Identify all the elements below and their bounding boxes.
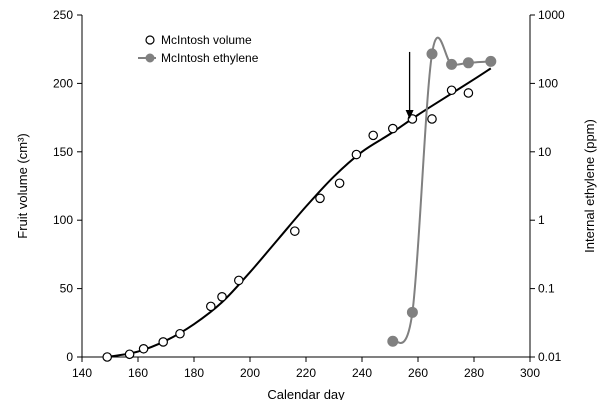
x-tick-label: 140 <box>72 366 92 380</box>
volume-point <box>217 292 227 302</box>
ethylene-point <box>485 55 497 67</box>
volume-point <box>102 352 112 362</box>
volume-trend-line <box>107 67 492 358</box>
volume-point <box>446 85 457 96</box>
volume-point <box>368 130 378 141</box>
ethylene-point <box>462 57 474 69</box>
trend-line <box>107 67 492 358</box>
legend-item-volume: McIntosh volume <box>145 33 252 47</box>
ethylene-point <box>446 58 458 70</box>
volume-point <box>315 193 325 204</box>
legend-label-ethylene: McIntosh ethylene <box>161 51 259 65</box>
y-left-tick-label: 100 <box>53 213 73 227</box>
ethylene-line <box>391 36 491 344</box>
legend: McIntosh volume McIntosh ethylene <box>138 33 259 65</box>
tick-labels: 140 160 180 200 220 240 260 280 300 0 50 100 150 200 2… <box>53 8 565 380</box>
x-tick-label: 200 <box>240 366 260 380</box>
x-tick-label: 180 <box>184 366 204 380</box>
y-left-tick-label: 150 <box>53 145 73 159</box>
y-right-tick-label: 1000 <box>538 8 565 22</box>
volume-point <box>427 114 437 124</box>
x-tick-label: 240 <box>352 366 372 380</box>
legend-marker-volume <box>145 35 155 45</box>
axes <box>81 15 531 358</box>
ethylene-point <box>406 306 418 318</box>
y-right-tick-label: 100 <box>538 76 558 90</box>
annotation-layer <box>405 51 414 119</box>
x-axis-title: Calendar day <box>267 387 345 400</box>
tick-marks <box>77 14 535 362</box>
y-left-tick-label: 200 <box>53 76 73 90</box>
volume-point <box>138 343 149 354</box>
ethylene-point <box>387 335 399 347</box>
volume-point <box>206 301 216 312</box>
x-tick-label: 260 <box>408 366 428 380</box>
y-right-tick-label: 1 <box>538 213 545 227</box>
volume-point <box>289 226 300 236</box>
x-tick-label: 160 <box>128 366 148 380</box>
x-tick-label: 280 <box>464 366 484 380</box>
y-left-tick-label: 0 <box>66 350 73 364</box>
y-left-tick-label: 50 <box>60 282 74 296</box>
volume-point <box>334 178 345 189</box>
volume-point <box>158 337 168 347</box>
volume-point <box>387 123 398 134</box>
y-axis-left-title: Fruit volume (cm³) <box>15 133 30 238</box>
ethylene-point <box>426 48 438 60</box>
volume-point <box>351 149 362 160</box>
legend-label-volume: McIntosh volume <box>161 33 252 47</box>
series-layer <box>102 36 497 362</box>
x-tick-label: 300 <box>520 366 540 380</box>
y-right-tick-label: 10 <box>538 145 552 159</box>
y-right-tick-label: 0.01 <box>538 350 562 364</box>
volume-point <box>175 328 185 339</box>
arrow-head <box>405 109 414 119</box>
volume-point <box>234 275 244 286</box>
x-tick-label: 220 <box>296 366 316 380</box>
legend-item-ethylene: McIntosh ethylene <box>138 51 259 65</box>
legend-marker-ethylene <box>145 53 155 63</box>
y-left-tick-label: 250 <box>53 8 73 22</box>
volume-point <box>124 349 135 360</box>
y-right-tick-label: 0.1 <box>538 282 555 296</box>
volume-point <box>463 88 474 98</box>
y-axis-right-title: Internal ethylene (ppm) <box>582 119 597 253</box>
